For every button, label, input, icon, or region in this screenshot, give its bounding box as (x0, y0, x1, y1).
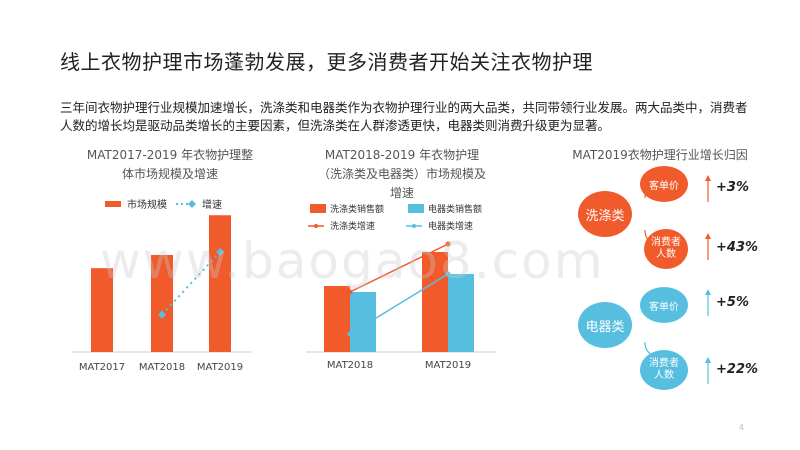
chart2-elec-growth-point-MAT2018 (347, 331, 353, 337)
chart2-wash-growth-line (349, 243, 449, 293)
elec-price-circle: 客单价 (640, 287, 688, 323)
elec-users-arrow-head-icon (705, 357, 711, 363)
chart2-title: MAT2018-2019 年衣物护理 （洗涤类及电器类）市场规模及 增速 (312, 146, 492, 203)
chart2-elec-growth-point-MAT2019 (445, 271, 451, 277)
chart1-title-line1: MAT2017-2019 年衣物护理整 (86, 148, 254, 162)
chart1-title-line2: 体市场规模及增速 (121, 167, 218, 181)
chart1-svg: 市场规模 增速 MAT2017 MAT2018 MAT2019 (72, 198, 252, 373)
chart1-legend-bar-label: 市场规模 (127, 198, 167, 211)
chart2-elec-bar-MAT2019 (448, 274, 474, 352)
chart2-svg: 洗涤类销售额 电器类销售额 洗涤类增速 电器类增速 MAT2018 MAT2019 (306, 203, 496, 371)
chart2-wash-bar-MAT2018 (324, 286, 350, 352)
summary-text: 三年间衣物护理行业规模加速增长，洗涤类和电器类作为衣物护理行业的两大品类，共同带… (60, 100, 748, 133)
wash-category-circle: 洗涤类 (578, 191, 632, 237)
chart2-legend-elec-growth-marker (412, 224, 416, 228)
chart1-legend-diamond-icon (188, 200, 196, 208)
chart2-legend-wash-growth-marker (314, 224, 318, 228)
page-number: 4 (738, 423, 744, 432)
chart1-title: MAT2017-2019 年衣物护理整 体市场规模及增速 (70, 146, 270, 184)
chart1-legend-line-label: 增速 (202, 198, 222, 211)
elec-category-circle: 电器类 (578, 302, 632, 348)
wash-users-circle: 消费者人数 (644, 229, 688, 269)
chart2-title-line3: 增速 (389, 186, 414, 200)
chart2-legend-elec-growth-label: 电器类增速 (428, 220, 473, 232)
chart1-growth-line (161, 251, 221, 316)
chart2-legend-elec-sales-label: 电器类销售额 (428, 203, 482, 215)
watermark: www.baogao8.com (100, 232, 605, 290)
chart2-legend-wash-sales-swatch (310, 204, 326, 213)
elec-users-growth: +22% (716, 362, 759, 377)
chart2-tick-MAT2019: MAT2019 (425, 360, 471, 371)
chart2-wash-growth-point-MAT2019 (445, 241, 451, 247)
chart2-title-line1: MAT2018-2019 年衣物护理 (324, 148, 480, 162)
wash-price-arrow-head-icon (705, 175, 711, 181)
wash-price-growth: +3% (716, 180, 749, 195)
chart3-title: MAT2019衣物护理行业增长归因 (572, 148, 748, 162)
chart1-tick-MAT2018: MAT2018 (139, 362, 185, 373)
wash-users-growth: +43% (716, 240, 759, 255)
wash-users-arrow-head-icon (705, 233, 711, 239)
chart1-bar-MAT2018 (151, 254, 173, 352)
chart2-wash-growth-point-MAT2018 (347, 289, 353, 295)
chart2-elec-bar-MAT2018 (350, 292, 376, 352)
elec-price-growth: +5% (716, 295, 749, 310)
chart1-tick-MAT2019: MAT2019 (197, 362, 243, 373)
chart2-elec-growth-line (349, 273, 449, 335)
wash-price-circle: 客单价 (640, 166, 688, 202)
chart1-bar-MAT2017 (91, 268, 113, 352)
chart1-tick-MAT2017: MAT2017 (79, 362, 125, 373)
chart2-legend-wash-sales-label: 洗涤类销售额 (330, 203, 384, 215)
chart2-tick-MAT2018: MAT2018 (327, 360, 373, 371)
elec-price-arrow-head-icon (705, 289, 711, 295)
chart1-legend-bar-swatch (105, 201, 121, 207)
chart1-growth-point-MAT2018 (158, 310, 166, 319)
chart2-legend-wash-growth-label: 洗涤类增速 (330, 220, 375, 232)
chart2-title-line2: （洗涤类及电器类）市场规模及 (317, 167, 486, 181)
chart1-growth-point-MAT2019 (216, 248, 224, 256)
page-title: 线上衣物护理市场蓬勃发展，更多消费者开始关注衣物护理 (60, 50, 593, 74)
chart2-wash-bar-MAT2019 (422, 252, 448, 352)
chart1-bar-MAT2019 (209, 215, 231, 352)
elec-users-circle: 消费者人数 (640, 350, 688, 390)
chart2-legend-elec-sales-swatch (408, 204, 424, 213)
